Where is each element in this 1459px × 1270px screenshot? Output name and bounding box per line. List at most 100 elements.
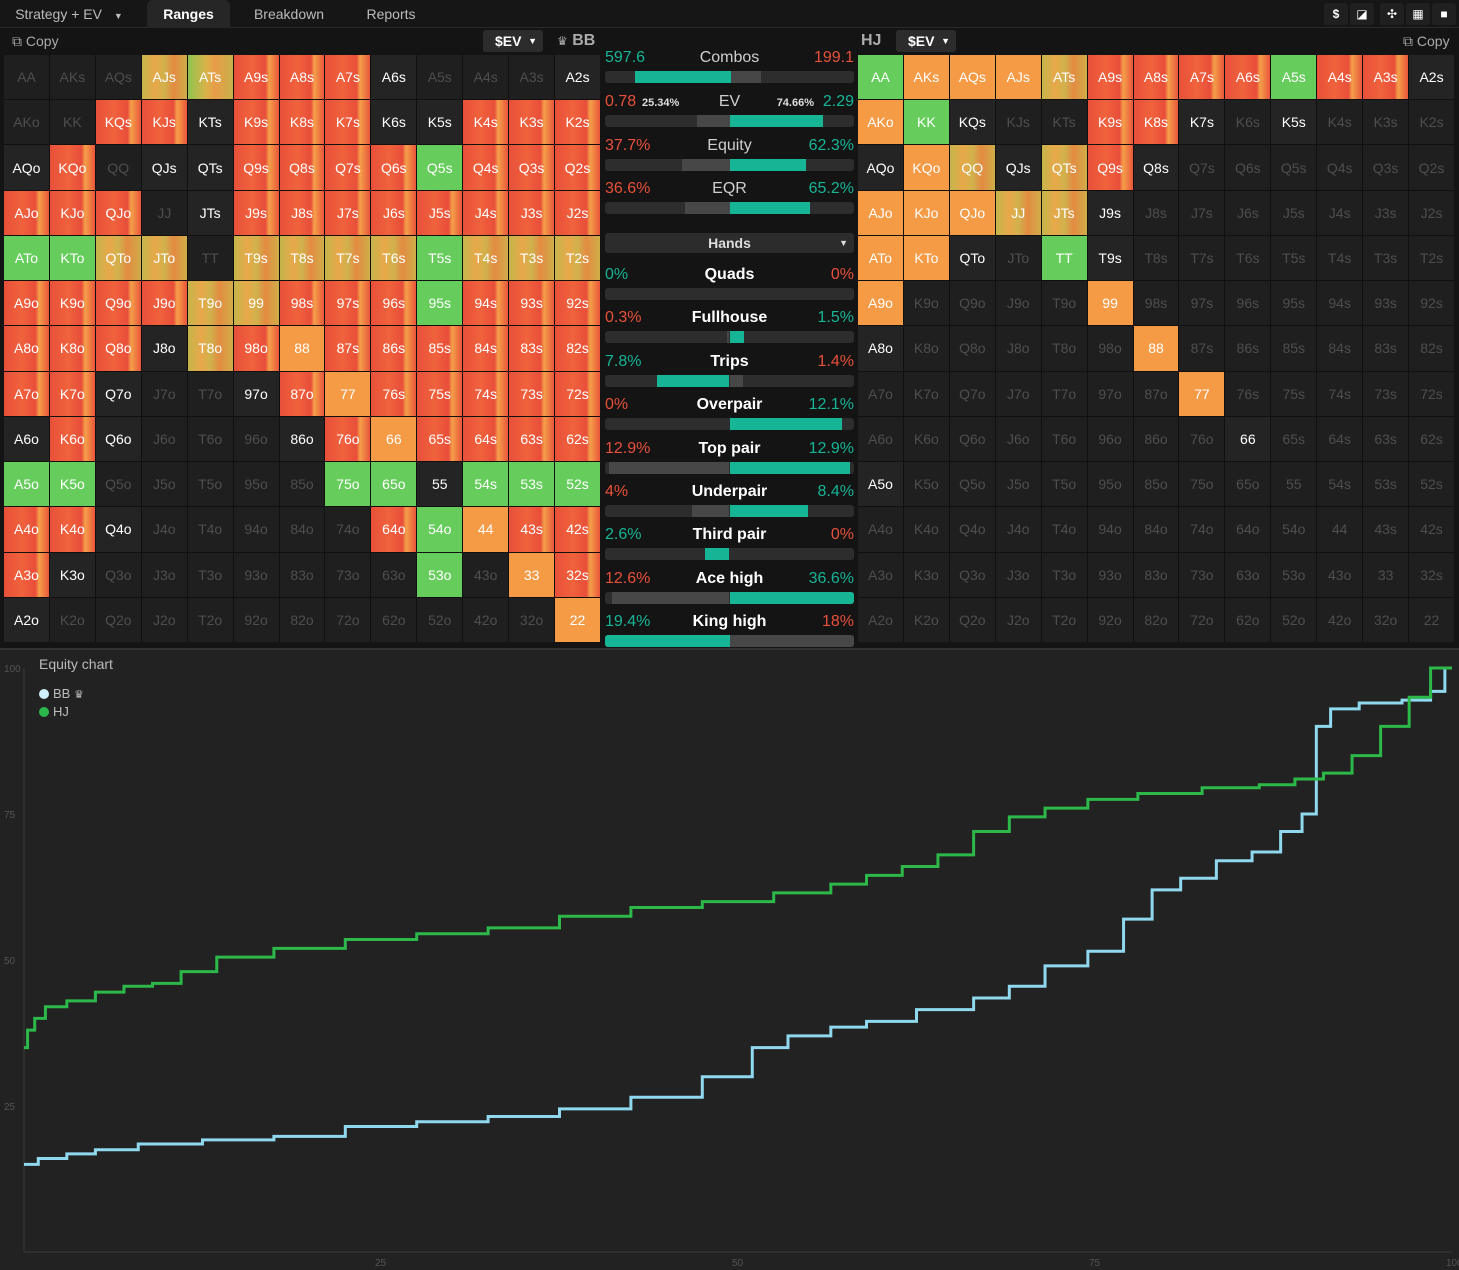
left-grid-cell[interactable]: T9s [233,235,279,281]
right-grid-cell[interactable]: J6o [995,416,1041,462]
right-grid-cell[interactable]: J9o [995,281,1041,326]
left-grid-cell[interactable]: 72s [555,371,600,416]
left-grid-cell[interactable]: 94s [463,281,509,326]
left-grid-cell[interactable]: J5o [141,462,187,507]
left-grid-cell[interactable]: KJs [141,100,187,145]
left-grid-cell[interactable]: K2s [555,100,600,145]
left-grid-cell[interactable]: 86o [279,416,325,462]
left-grid-cell[interactable]: 73s [509,371,555,416]
left-grid-cell[interactable]: Q9o [95,281,141,326]
right-grid-cell[interactable]: A5o [858,462,903,507]
left-grid-cell[interactable]: J9s [233,190,279,235]
left-grid-cell[interactable]: Q4s [463,145,509,190]
left-grid-cell[interactable]: QTs [187,145,233,190]
right-grid-cell[interactable]: Q7o [949,371,995,416]
left-grid-cell[interactable]: K5s [417,100,463,145]
right-grid-cell[interactable]: 97o [1087,371,1133,416]
legend-item-bb[interactable]: BB ♛ [39,686,84,701]
right-grid-cell[interactable]: A7o [858,371,903,416]
left-grid-cell[interactable]: 53s [509,462,555,507]
left-grid-cell[interactable]: T5s [417,235,463,281]
left-grid-cell[interactable]: 32s [555,552,600,597]
right-grid-cell[interactable]: Q9s [1087,145,1133,190]
left-grid-cell[interactable]: T8s [279,235,325,281]
right-grid-cell[interactable]: 76o [1179,416,1225,462]
left-grid-cell[interactable]: A2o [4,597,49,642]
right-grid-cell[interactable]: 42o [1317,597,1363,642]
left-grid-cell[interactable]: 92s [555,281,600,326]
left-grid-cell[interactable]: J7s [325,190,371,235]
ev-select-right[interactable]: $EV ▼ [896,30,956,52]
left-grid-cell[interactable]: QTo [95,235,141,281]
left-grid-cell[interactable]: J9o [141,281,187,326]
right-grid-cell[interactable]: 87s [1179,326,1225,371]
right-grid-cell[interactable]: ATs [1041,55,1087,100]
right-grid-cell[interactable]: T9s [1087,235,1133,281]
left-grid-cell[interactable]: K7s [325,100,371,145]
left-grid-cell[interactable]: 99 [233,281,279,326]
right-grid-cell[interactable]: 96o [1087,416,1133,462]
right-grid-cell[interactable]: TT [1041,235,1087,281]
left-grid-cell[interactable]: A8s [279,55,325,100]
legend-item-hj[interactable]: HJ [39,704,69,719]
right-grid-cell[interactable]: J2s [1409,190,1454,235]
right-grid-cell[interactable]: J5o [995,462,1041,507]
right-grid-cell[interactable]: 32o [1363,597,1409,642]
right-grid-cell[interactable]: A9o [858,281,903,326]
right-grid-cell[interactable]: T8o [1041,326,1087,371]
right-grid-cell[interactable]: T4s [1317,235,1363,281]
right-grid-cell[interactable]: J5s [1271,190,1317,235]
left-grid-cell[interactable]: A4o [4,507,49,552]
left-grid-cell[interactable]: AQs [95,55,141,100]
left-grid-cell[interactable]: J5s [417,190,463,235]
left-grid-cell[interactable]: 42o [463,597,509,642]
right-grid-cell[interactable]: J6s [1225,190,1271,235]
left-grid-cell[interactable]: 22 [555,597,600,642]
right-grid-cell[interactable]: 99 [1087,281,1133,326]
right-grid-cell[interactable]: A6s [1225,55,1271,100]
left-grid-cell[interactable]: A3s [509,55,555,100]
right-grid-cell[interactable]: Q5o [949,462,995,507]
left-grid-cell[interactable]: A5o [4,462,49,507]
right-grid-cell[interactable]: AJs [995,55,1041,100]
left-grid-cell[interactable]: T2o [187,597,233,642]
left-grid-cell[interactable]: J8o [141,326,187,371]
right-grid-cell[interactable]: 87o [1133,371,1179,416]
right-grid-cell[interactable]: 86s [1225,326,1271,371]
right-grid-cell[interactable]: ATo [858,235,903,281]
right-grid-cell[interactable]: 93o [1087,552,1133,597]
right-grid-cell[interactable]: 44 [1317,507,1363,552]
right-grid-cell[interactable]: Q2o [949,597,995,642]
left-grid-cell[interactable]: A4s [463,55,509,100]
right-grid-cell[interactable]: 63o [1225,552,1271,597]
right-grid-cell[interactable]: 54s [1317,462,1363,507]
right-grid-cell[interactable]: K2o [903,597,949,642]
left-grid-cell[interactable]: Q6s [371,145,417,190]
right-grid-cell[interactable]: 95o [1087,462,1133,507]
right-grid-cell[interactable]: QJo [949,190,995,235]
left-grid-cell[interactable]: AQo [4,145,49,190]
left-grid-cell[interactable]: T8o [187,326,233,371]
left-grid-cell[interactable]: 62o [371,597,417,642]
left-grid-cell[interactable]: Q7o [95,371,141,416]
left-grid-cell[interactable]: K4o [49,507,95,552]
right-grid-cell[interactable]: T2s [1409,235,1454,281]
right-grid-cell[interactable]: QQ [949,145,995,190]
left-grid-cell[interactable]: 43o [463,552,509,597]
right-grid-cell[interactable]: 32s [1409,552,1454,597]
left-grid-cell[interactable]: 84s [463,326,509,371]
right-grid-cell[interactable]: T2o [1041,597,1087,642]
right-grid-cell[interactable]: 76s [1225,371,1271,416]
left-grid-cell[interactable]: T3s [509,235,555,281]
left-grid-cell[interactable]: 82o [279,597,325,642]
right-grid-cell[interactable]: 64s [1317,416,1363,462]
left-grid-cell[interactable]: 93s [509,281,555,326]
right-grid-cell[interactable]: 72s [1409,371,1454,416]
right-grid-cell[interactable]: Q6s [1225,145,1271,190]
left-grid-cell[interactable]: T3o [187,552,233,597]
left-grid-cell[interactable]: JJ [141,190,187,235]
right-grid-cell[interactable]: K4o [903,507,949,552]
left-grid-cell[interactable]: 64o [371,507,417,552]
right-grid-cell[interactable]: A3o [858,552,903,597]
dollar-icon[interactable]: $ [1324,3,1348,25]
